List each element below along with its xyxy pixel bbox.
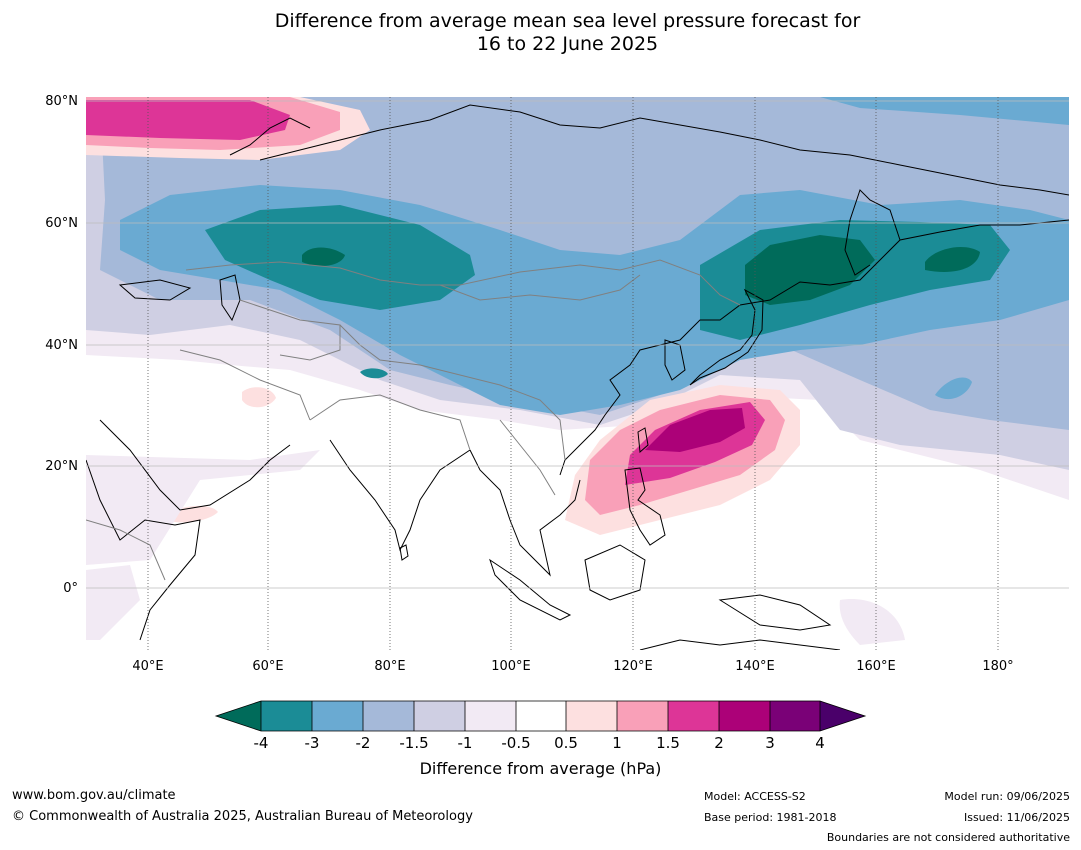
border-central-asia — [239, 299, 341, 361]
anomaly-region-plus2-pacific — [645, 408, 745, 452]
coastline-taiwan — [637, 427, 649, 454]
border-africa — [86, 519, 166, 581]
lon-label-120e: 120°E — [613, 659, 653, 674]
colorbar-tick-label: -2 — [355, 734, 371, 752]
coastline-borneo — [584, 544, 646, 601]
colorbar-swatch-neutral — [516, 701, 566, 731]
coastline-black-sea — [118, 279, 192, 301]
coastline-sumatra — [489, 558, 572, 621]
colorbar-swatch-below-minus4 — [216, 701, 261, 731]
anomaly-region-minus1-pacific-south — [839, 599, 905, 645]
border-india-north — [309, 394, 471, 451]
title-line-1: Difference from average mean sea level p… — [274, 10, 861, 32]
colorbar-swatch-plus3-plus4 — [770, 701, 820, 731]
anomaly-region-below-minus4-east — [745, 235, 875, 305]
anomaly-region-minus1-africa — [86, 450, 320, 565]
anomaly-region-minus4-small — [360, 368, 388, 379]
map-title: Difference from average mean sea level p… — [0, 10, 1081, 56]
lon-label-180: 180° — [982, 659, 1014, 674]
coastline-asia-north — [259, 104, 1069, 196]
country-borders — [86, 259, 741, 581]
lat-label-20n: 20°N — [45, 459, 78, 474]
anomaly-region-minus3-arctic — [820, 97, 1069, 125]
colorbar-swatch-plus0-5-plus1 — [566, 701, 617, 731]
border-iran — [179, 349, 311, 421]
colorbar-tick-label: 3 — [765, 734, 775, 752]
lat-label-equator: 0° — [63, 581, 78, 596]
issued-date: Issued: 11/06/2025 — [963, 811, 1070, 824]
lat-label-80n: 80°N — [45, 94, 78, 109]
border-southeast-asia — [499, 419, 556, 496]
coastline-philippines — [624, 467, 666, 546]
lat-label-40n: 40°N — [45, 338, 78, 353]
latitude-gridlines — [86, 100, 1069, 589]
anomaly-region-below-minus4-pacific — [925, 247, 980, 272]
anomaly-region-below-minus4-west — [302, 247, 345, 266]
border-china-west — [339, 324, 566, 461]
lon-label-60e: 60°E — [252, 659, 284, 674]
colorbar-swatch-plus1-5-plus2 — [668, 701, 719, 731]
model-run-date: Model run: 09/06/2025 — [944, 790, 1070, 803]
anomaly-region-minus1-indian-ocean — [86, 565, 140, 640]
coastline-africa-east — [86, 459, 201, 641]
model-name: Model: ACCESS-S2 — [704, 790, 806, 803]
colorbar-outline — [214, 700, 867, 732]
colorbar-swatch-minus1-minus0-5 — [465, 701, 516, 731]
lon-label-40e: 40°E — [132, 659, 164, 674]
colorbar-swatch-above-plus4 — [820, 701, 865, 731]
coastline-korea — [664, 339, 686, 381]
coastline-japan — [689, 288, 764, 386]
colorbar-tick-label: 1 — [612, 734, 622, 752]
colorbar-swatch-minus3-minus2 — [312, 701, 363, 731]
coastline-kamchatka — [844, 189, 901, 276]
border-mongolia — [439, 274, 641, 301]
colorbar-swatch-minus2-minus1-5 — [363, 701, 414, 731]
coastline-caspian — [219, 274, 241, 322]
coastline-new-guinea — [718, 594, 832, 631]
lon-label-140e: 140°E — [735, 659, 775, 674]
colorbar-tick-label: 0.5 — [554, 734, 578, 752]
lon-label-100e: 100°E — [491, 659, 531, 674]
anomaly-fill-layer — [86, 97, 1069, 650]
colorbar-tick-label: 2 — [714, 734, 724, 752]
colorbar-tick-label: 1.5 — [656, 734, 680, 752]
boundaries-disclaimer: Boundaries are not considered authoritat… — [826, 831, 1070, 844]
colorbar-tick-label: -3 — [304, 734, 320, 752]
colorbar-title: Difference from average (hPa) — [419, 759, 662, 778]
forecast-map — [86, 97, 1069, 650]
lat-label-60n: 60°N — [45, 216, 78, 231]
colorbar-tick-label: -1 — [457, 734, 473, 752]
longitude-gridlines — [147, 97, 999, 650]
website-link[interactable]: www.bom.gov.au/climate — [12, 788, 176, 803]
colorbar-tick-label: -1.5 — [399, 734, 429, 752]
colorbar-tick-label: -4 — [253, 734, 269, 752]
anomaly-region-plus1-5-europe — [86, 100, 290, 140]
copyright-text: © Commonwealth of Australia 2025, Austra… — [12, 809, 473, 824]
coastline-arabia — [99, 419, 291, 511]
anomaly-region-minus3-pacific — [935, 377, 972, 400]
coastlines — [86, 104, 1069, 650]
colorbar-swatch-minus4-minus3 — [261, 701, 312, 731]
colorbar-dividers — [260, 701, 821, 731]
coastline-australia-north — [639, 639, 841, 650]
base-period: Base period: 1981-2018 — [704, 811, 837, 824]
anomaly-region-plus0-5-iran — [242, 387, 276, 408]
coastline-scandinavia — [229, 117, 311, 156]
colorbar-swatch-minus1-5-minus1 — [414, 701, 465, 731]
title-line-2: 16 to 22 June 2025 — [476, 33, 659, 55]
lon-label-160e: 160°E — [856, 659, 896, 674]
border-russia-south — [185, 259, 741, 306]
lon-label-80e: 80°E — [374, 659, 406, 674]
colorbar-swatch-plus2-plus3 — [719, 701, 770, 731]
coastline-sri-lanka — [399, 544, 409, 561]
colorbar-tick-label: 4 — [815, 734, 825, 752]
coastline-southeast-asia — [469, 449, 581, 577]
colorbar-tick-label: -0.5 — [501, 734, 531, 752]
colorbar-swatch-plus1-plus1-5 — [617, 701, 668, 731]
